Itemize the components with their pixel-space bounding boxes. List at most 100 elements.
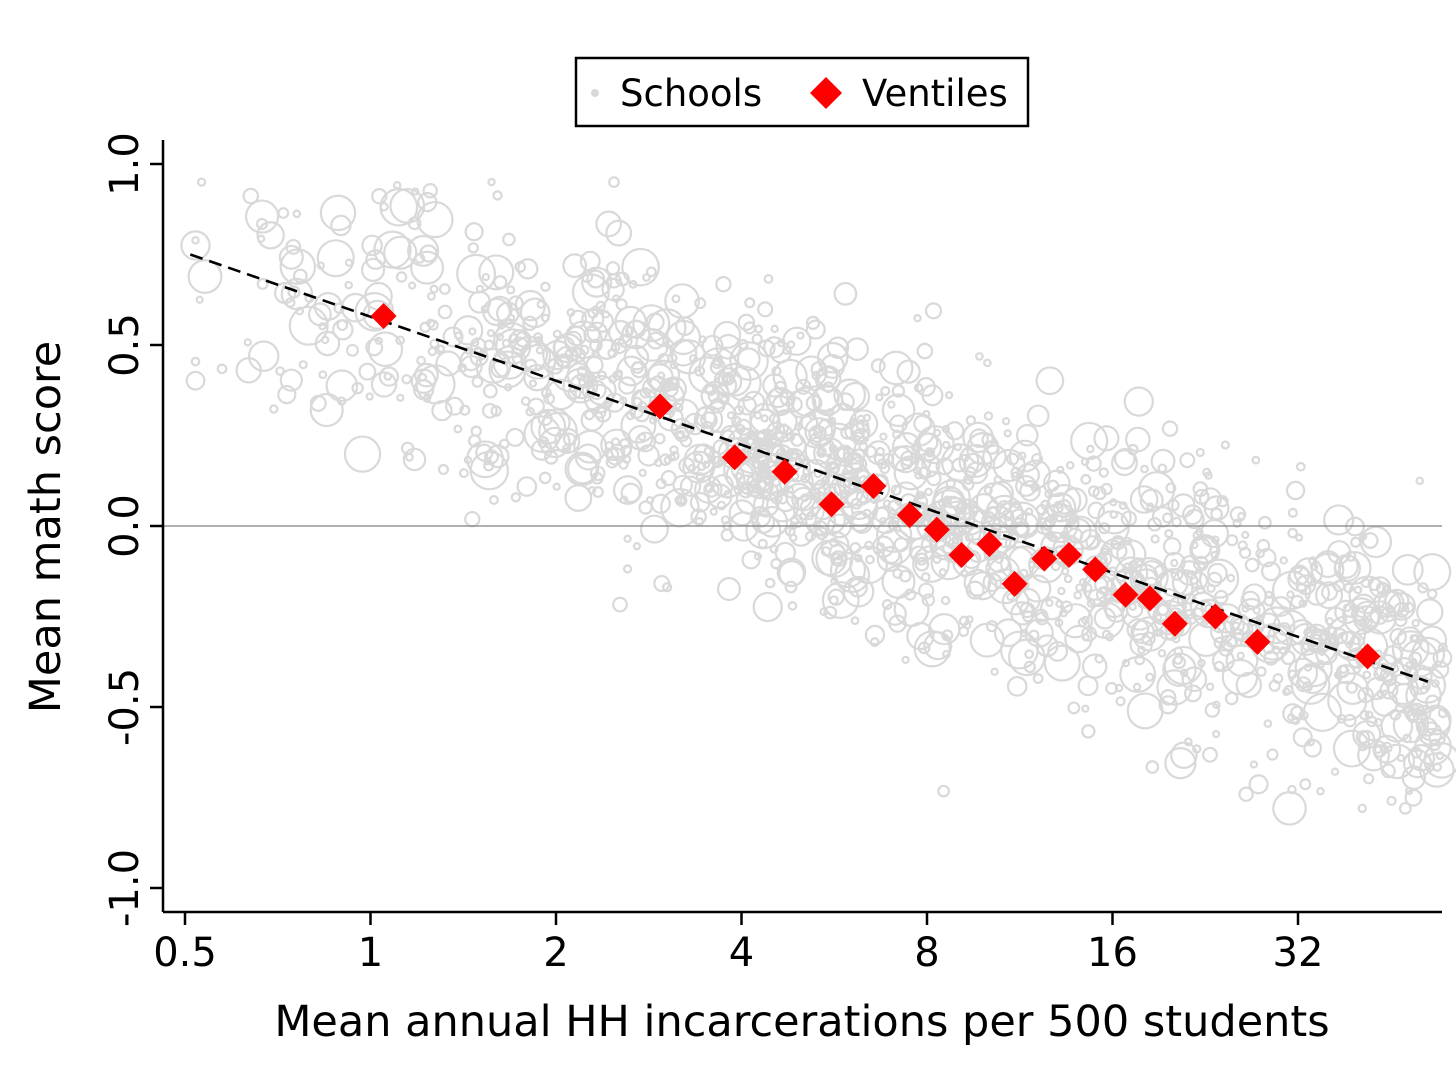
legend-schools-marker bbox=[591, 89, 599, 97]
school-point bbox=[975, 482, 1014, 520]
school-point bbox=[1241, 604, 1250, 613]
school-point bbox=[961, 478, 975, 491]
school-point bbox=[694, 406, 717, 429]
school-point bbox=[753, 411, 762, 420]
school-point bbox=[1032, 673, 1044, 685]
school-point bbox=[1353, 585, 1363, 595]
school-point bbox=[279, 248, 317, 285]
school-point bbox=[1009, 517, 1030, 537]
school-point bbox=[901, 655, 910, 664]
school-point bbox=[773, 380, 788, 394]
school-point bbox=[463, 455, 473, 465]
school-point bbox=[1081, 704, 1090, 713]
school-point bbox=[1340, 630, 1356, 646]
school-point bbox=[670, 339, 707, 375]
school-point bbox=[1006, 452, 1020, 466]
school-point bbox=[653, 432, 666, 445]
school-point bbox=[881, 393, 916, 428]
school-point bbox=[277, 384, 297, 405]
school-point bbox=[1080, 473, 1092, 485]
school-point bbox=[510, 492, 521, 503]
school-point bbox=[1139, 488, 1164, 513]
school-point bbox=[941, 629, 954, 642]
ventile-point bbox=[976, 531, 1003, 558]
school-point bbox=[216, 363, 228, 375]
school-point bbox=[978, 522, 1012, 557]
school-point bbox=[1181, 666, 1208, 693]
school-point bbox=[1165, 482, 1177, 494]
school-point bbox=[365, 392, 374, 401]
school-point bbox=[912, 545, 950, 583]
school-point bbox=[828, 462, 841, 474]
school-point bbox=[785, 485, 795, 494]
school-point bbox=[715, 333, 742, 360]
school-point bbox=[1315, 642, 1338, 666]
school-point bbox=[1180, 668, 1189, 678]
school-point bbox=[917, 466, 932, 480]
school-point bbox=[235, 357, 262, 384]
school-point bbox=[1057, 586, 1066, 596]
school-point bbox=[1263, 719, 1273, 728]
school-point bbox=[429, 284, 439, 294]
school-point bbox=[1085, 455, 1102, 472]
school-point bbox=[1189, 533, 1221, 566]
school-point bbox=[1183, 684, 1202, 703]
school-point bbox=[713, 373, 738, 398]
school-point bbox=[1195, 585, 1206, 595]
ventile-point bbox=[818, 491, 845, 518]
school-point bbox=[591, 310, 614, 333]
school-point bbox=[1065, 517, 1092, 544]
school-point bbox=[618, 376, 637, 395]
school-point bbox=[1282, 687, 1291, 697]
school-point bbox=[679, 435, 693, 448]
school-point bbox=[519, 297, 551, 329]
school-point bbox=[540, 281, 551, 292]
school-point bbox=[1316, 659, 1326, 669]
school-point bbox=[955, 498, 979, 522]
school-point bbox=[1137, 645, 1146, 655]
school-point bbox=[469, 347, 489, 367]
school-point bbox=[1039, 503, 1080, 544]
school-point bbox=[784, 580, 798, 594]
school-point bbox=[545, 378, 577, 411]
school-point bbox=[275, 366, 285, 376]
school-point bbox=[1021, 610, 1034, 623]
school-point bbox=[1428, 738, 1442, 752]
school-point bbox=[736, 347, 761, 372]
school-point bbox=[1065, 460, 1075, 470]
school-point bbox=[1248, 774, 1269, 795]
school-point bbox=[768, 413, 780, 425]
school-point bbox=[1078, 578, 1088, 587]
school-point bbox=[669, 360, 679, 370]
school-point bbox=[487, 177, 496, 187]
ventile-point bbox=[1161, 610, 1188, 637]
school-point bbox=[840, 425, 855, 440]
school-point bbox=[920, 535, 938, 553]
school-point bbox=[1382, 584, 1392, 594]
x-tick-label: 1 bbox=[358, 930, 383, 976]
x-tick-label: 2 bbox=[543, 930, 568, 976]
school-point bbox=[365, 338, 384, 357]
school-point bbox=[298, 360, 308, 370]
school-point bbox=[273, 281, 297, 305]
school-point bbox=[445, 396, 465, 416]
school-point bbox=[756, 505, 789, 538]
school-point bbox=[836, 392, 855, 412]
school-point bbox=[470, 425, 482, 437]
school-point bbox=[185, 370, 206, 391]
school-point bbox=[586, 269, 606, 289]
school-point bbox=[1170, 558, 1179, 568]
school-point bbox=[422, 182, 438, 199]
school-point bbox=[180, 230, 211, 261]
school-point bbox=[589, 338, 603, 353]
school-point bbox=[437, 463, 450, 476]
school-point bbox=[604, 392, 625, 413]
school-point bbox=[1252, 606, 1261, 615]
school-point bbox=[945, 391, 954, 400]
school-point bbox=[1279, 556, 1288, 565]
school-point bbox=[438, 283, 451, 295]
school-point bbox=[875, 393, 884, 402]
school-point bbox=[1373, 717, 1383, 727]
y-tick-label: 1.0 bbox=[102, 132, 148, 196]
school-point bbox=[754, 324, 764, 334]
